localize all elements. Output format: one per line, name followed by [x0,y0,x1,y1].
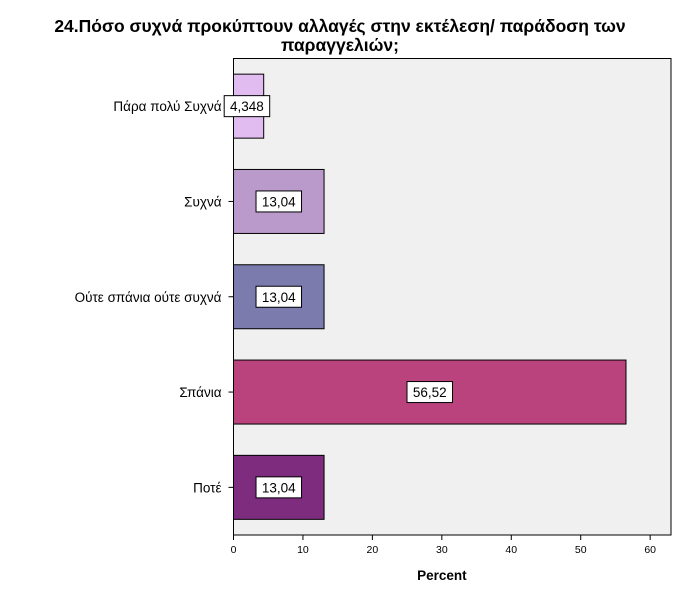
value-label: 56,52 [413,385,447,400]
value-label-box [406,381,453,404]
y-tick-label: Συχνά [184,194,222,209]
value-label-box [223,95,271,118]
x-tick-label: 60 [644,544,656,556]
x-axis-label: Percent [417,568,467,583]
x-tick-label: 30 [436,544,448,556]
x-tick-label: 10 [297,544,309,556]
y-tick-label: Πάρα πολύ Συχνά [113,99,221,114]
bar [233,359,627,425]
value-label-box [255,285,303,308]
value-labels-group: 4,348 13,04 13,04 56,52 13,04 [223,95,453,499]
y-tick-label: Ούτε σπάνια ούτε συχνά [75,290,222,305]
x-tick-label: 40 [505,544,517,556]
x-tick-label: 50 [575,544,587,556]
value-label: 13,04 [262,194,296,209]
value-label: 13,04 [262,480,296,495]
value-label-box [255,476,303,499]
x-axis: 0 10 20 30 40 50 60 [231,535,656,556]
x-tick-label: 20 [367,544,379,556]
chart-title-line-1: 24.Πόσο συχνά προκύπτουν αλλαγές στην εκ… [54,16,626,36]
value-label-box [255,190,303,213]
y-tick-label: Ποτέ [193,480,221,495]
y-axis: Πάρα πολύ Συχνά Συχνά Ούτε σπάνια ούτε συχ… [75,99,234,495]
x-tick-label: 0 [231,544,237,556]
chart-title-line-2: παραγγελιών; [281,35,399,55]
y-tick-label: Σπάνια [179,385,221,400]
value-label: 4,348 [230,99,264,114]
value-label: 13,04 [262,290,296,305]
